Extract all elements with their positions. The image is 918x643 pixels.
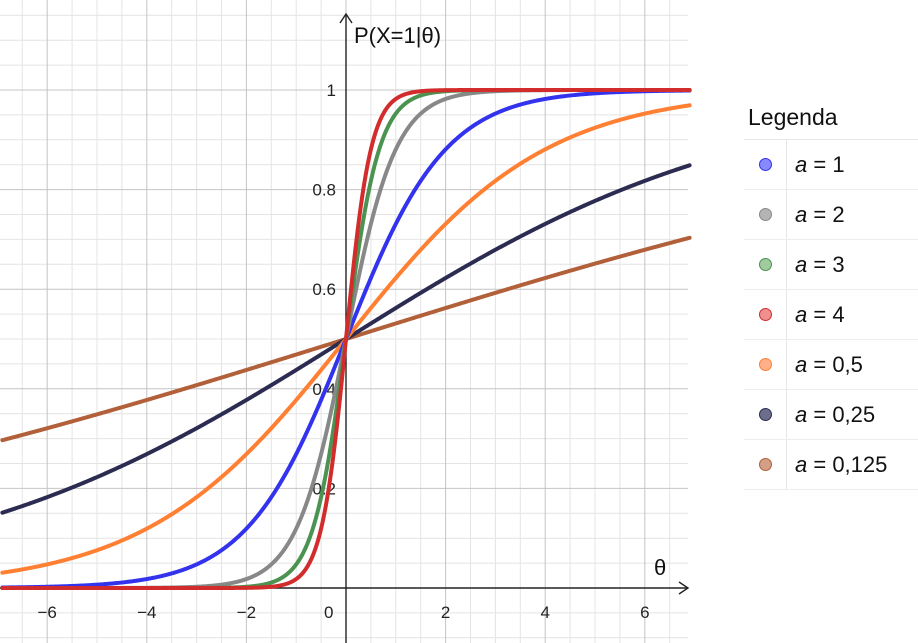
legend-value: = 1	[807, 151, 845, 177]
legend-value: = 0,25	[807, 401, 876, 427]
legend-item: a = 2	[744, 190, 918, 240]
x-tick-label: −2	[237, 603, 256, 622]
legend-swatch-icon	[758, 358, 772, 371]
legend-value: = 4	[807, 301, 845, 327]
legend-swatch-cell	[744, 140, 787, 189]
y-tick-label: 1	[327, 81, 336, 100]
legend-item: a = 0,5	[744, 340, 918, 390]
x-axis-arrow	[678, 581, 690, 595]
x-tick-label: 2	[441, 603, 450, 622]
y-tick-label: 0.6	[312, 280, 336, 299]
legend-item: a = 0,25	[744, 390, 918, 440]
legend-swatch-cell	[744, 340, 787, 389]
series-line-a-4	[0, 88, 692, 590]
legend-swatch-cell	[744, 440, 787, 489]
legend-label: a = 3	[787, 252, 845, 278]
legend-item: a = 1	[744, 140, 918, 190]
legend-variable: a	[795, 151, 808, 177]
x-tick-label: 4	[540, 603, 549, 622]
legend-label: a = 2	[787, 202, 845, 228]
x-tick-label: 0	[324, 603, 333, 622]
legend-value: = 2	[807, 201, 845, 227]
legend-label: a = 1	[787, 152, 845, 178]
legend-label: a = 0,125	[787, 452, 887, 478]
legend-label: a = 4	[787, 302, 845, 328]
y-tick-label: 0.8	[312, 181, 336, 200]
legend-swatch-icon	[758, 258, 772, 271]
legend-value: = 3	[807, 251, 845, 277]
legend-variable: a	[795, 201, 808, 227]
legend-label: a = 0,5	[787, 352, 863, 378]
legend-label: a = 0,25	[787, 402, 875, 428]
legend-swatch-icon	[758, 458, 772, 471]
legend-title: Legenda	[744, 104, 918, 140]
legend-swatch-cell	[744, 390, 787, 439]
legend-swatch-cell	[744, 190, 787, 239]
legend-item: a = 4	[744, 290, 918, 340]
legend-swatch-icon	[758, 208, 772, 221]
x-tick-label: −4	[137, 603, 156, 622]
legend-variable: a	[795, 251, 808, 277]
grid-minor	[0, 0, 688, 643]
legend-variable: a	[795, 351, 808, 377]
legend-swatch-icon	[758, 408, 772, 421]
legend-swatch-icon	[758, 158, 772, 171]
legend-variable: a	[795, 301, 808, 327]
x-tick-label: −6	[38, 603, 57, 622]
legend-item: a = 0,125	[744, 440, 918, 490]
legend-value: = 0,125	[807, 451, 888, 477]
y-axis-arrow	[339, 12, 353, 24]
legend-swatch-cell	[744, 240, 787, 289]
legend-variable: a	[795, 401, 808, 427]
chart-plot: −6 −4 −2 0 2 4 60.20.40.60.81 P(X=1|θ) θ	[0, 0, 692, 643]
legend-variable: a	[795, 451, 808, 477]
x-axis-title: θ	[654, 555, 666, 580]
curves	[0, 88, 692, 590]
legend-item: a = 3	[744, 240, 918, 290]
legend-value: = 0,5	[807, 351, 863, 377]
y-axis-title: P(X=1|θ)	[354, 23, 441, 48]
x-tick-label: 6	[640, 603, 649, 622]
legend-swatch-cell	[744, 290, 787, 339]
legend-swatch-icon	[758, 308, 772, 321]
